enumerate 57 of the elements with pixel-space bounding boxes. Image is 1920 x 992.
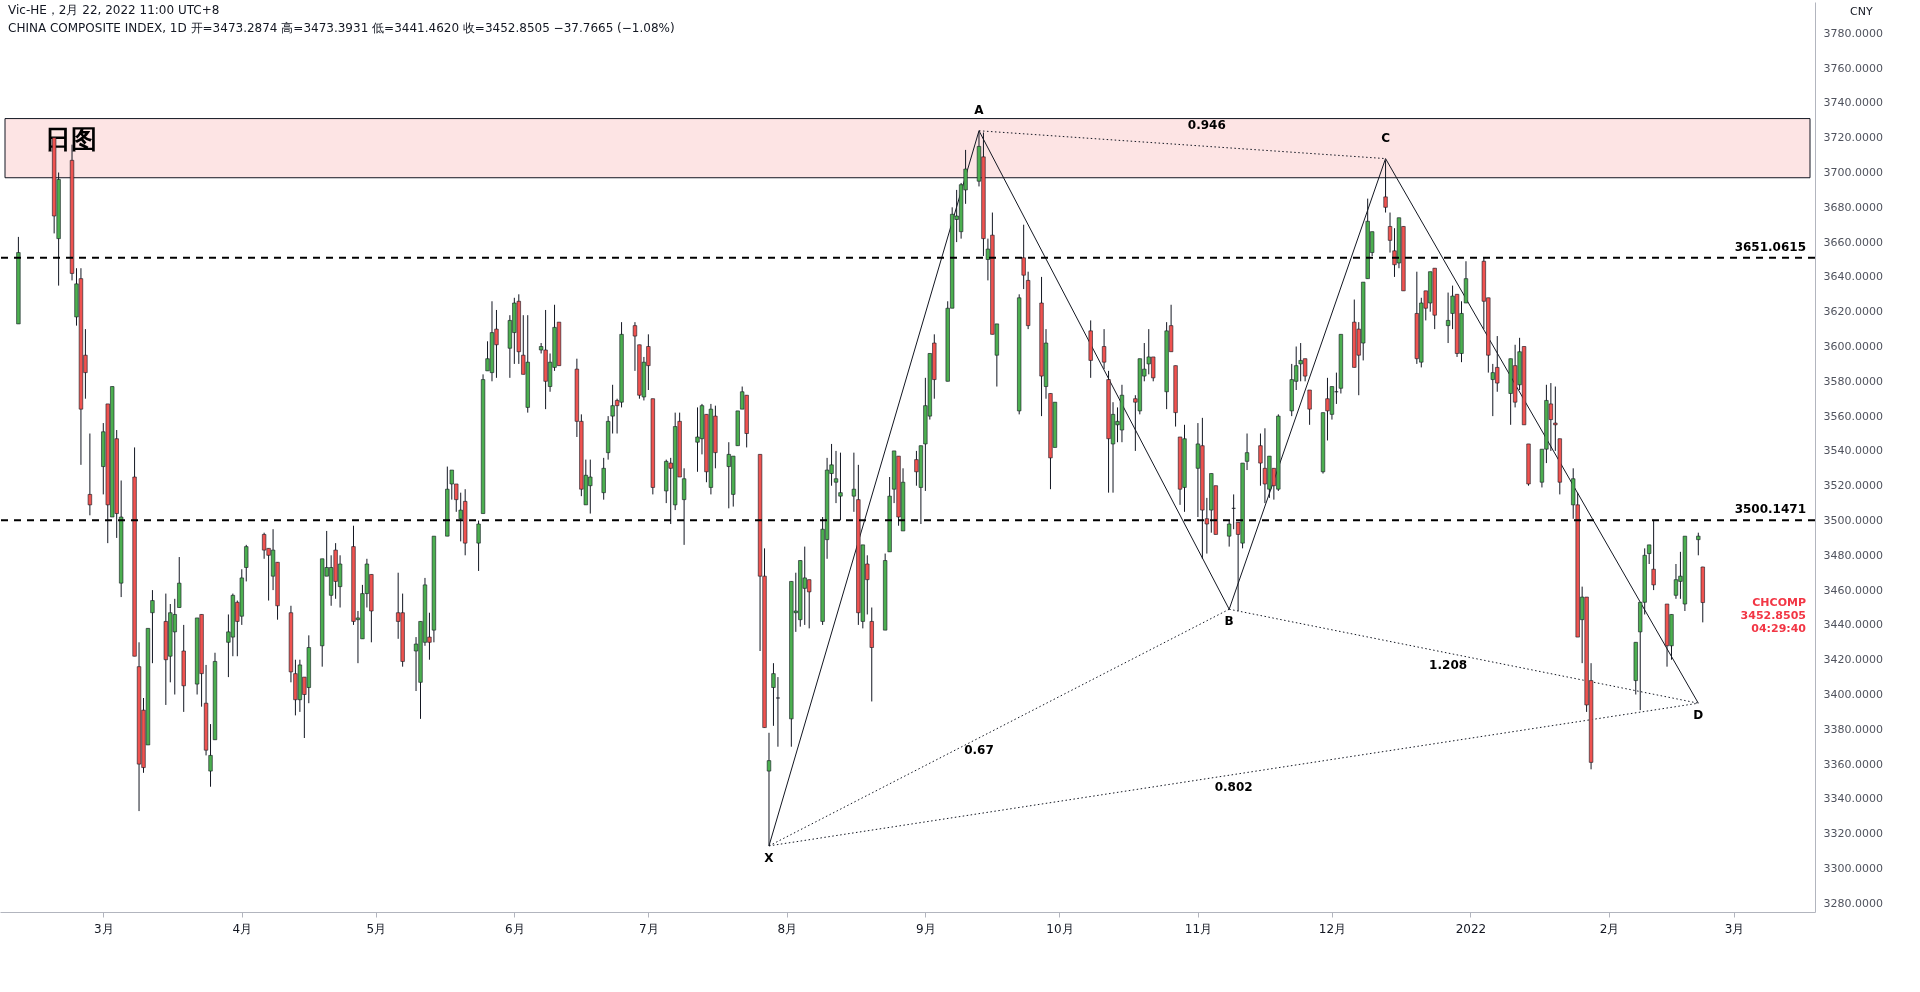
annotation: 0.946 [1187, 118, 1226, 133]
y-tick-label: 3440.0000 [1823, 618, 1883, 632]
x-tick-label: 6月 [505, 921, 525, 936]
y-tick-label: 3640.0000 [1823, 270, 1883, 284]
annotation: D [1693, 708, 1704, 723]
x-tick-label: 2022 [1455, 921, 1487, 936]
x-tick-label: 7月 [639, 921, 659, 936]
chart-subtitle: Vic-HE，2月 22, 2022 11:00 UTC+8 [8, 2, 220, 19]
y-tick-label: 3600.0000 [1823, 340, 1883, 354]
annotation: A [974, 102, 985, 117]
y-tick-label: 3320.0000 [1823, 827, 1883, 841]
y-tick-label: 3280.0000 [1823, 896, 1883, 910]
text: CNY [1850, 5, 1873, 18]
annotation: B [1224, 614, 1234, 629]
y-tick-label: 3760.0000 [1823, 61, 1883, 75]
y-tick-label: 3420.0000 [1823, 653, 1883, 667]
y-tick-label: 3620.0000 [1823, 305, 1883, 319]
annotation: 3452.8505 [1740, 608, 1806, 622]
y-tick-label: 3460.0000 [1823, 583, 1883, 597]
annotation: 0.802 [1214, 779, 1253, 794]
y-tick-label: 3700.0000 [1823, 166, 1883, 180]
x-tick-label: 3月 [1724, 921, 1745, 936]
annotation: 1.208 [1429, 657, 1468, 672]
ref-line-label: 3651.0615 [1734, 239, 1806, 254]
y-tick-label: 3560.0000 [1823, 409, 1883, 423]
x-tick-label: 10月 [1046, 921, 1074, 936]
x-tick-label: 12月 [1318, 921, 1347, 936]
x-tick-label: 8月 [777, 921, 798, 936]
y-tick-label: 3580.0000 [1823, 374, 1883, 388]
x-tick-label: 2月 [1599, 921, 1620, 936]
y-tick-label: 3720.0000 [1823, 131, 1883, 145]
annotation: 04:29:40 [1751, 621, 1807, 635]
x-tick-label: 3月 [93, 921, 114, 936]
x-tick-label: 11月 [1184, 921, 1213, 936]
y-tick-label: 3380.0000 [1823, 722, 1883, 736]
annotation: 0.67 [964, 743, 994, 757]
y-tick-label: 3540.0000 [1823, 444, 1883, 458]
y-tick-label: 3680.0000 [1823, 200, 1883, 214]
annotation: X [764, 850, 775, 865]
y-tick-label: 3360.0000 [1823, 757, 1883, 771]
y-tick-label: 3660.0000 [1823, 235, 1883, 249]
x-tick-label: 4月 [232, 921, 253, 936]
y-tick-label: 3300.0000 [1823, 862, 1883, 875]
y-tick-label: 3780.0000 [1823, 26, 1883, 40]
text: CHINA COMPOSITE INDEX, 1D 开=3473.2874 高=3473.3931 低=3441.4620 收=3452.8505 −37.7665 (−1.08%) [8, 20, 675, 37]
y-tick-label: 3340.0000 [1823, 792, 1883, 806]
y-tick-label: 3500.0000 [1823, 514, 1883, 528]
x-tick-label: 5月 [366, 921, 387, 936]
band-label: 日图 [45, 123, 97, 154]
y-tick-label: 3480.0000 [1823, 548, 1883, 562]
x-tick-label: 9月 [916, 921, 936, 936]
y-tick-label: 3520.0000 [1823, 479, 1883, 493]
ref-line-label: 3500.1471 [1734, 502, 1806, 517]
annotation: CHCOMP [1752, 595, 1806, 609]
y-tick-label: 3400.0000 [1823, 688, 1883, 701]
y-tick-label: 3740.0000 [1823, 96, 1883, 110]
annotation: C [1381, 130, 1391, 145]
